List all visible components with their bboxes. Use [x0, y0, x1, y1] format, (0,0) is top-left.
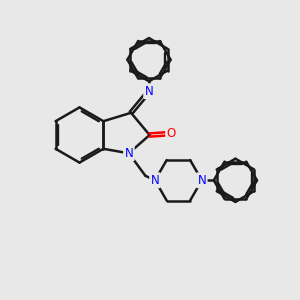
Text: N: N	[197, 174, 206, 187]
Text: N: N	[124, 147, 133, 160]
Text: N: N	[151, 174, 159, 187]
Text: O: O	[167, 127, 176, 140]
Text: N: N	[145, 85, 153, 98]
